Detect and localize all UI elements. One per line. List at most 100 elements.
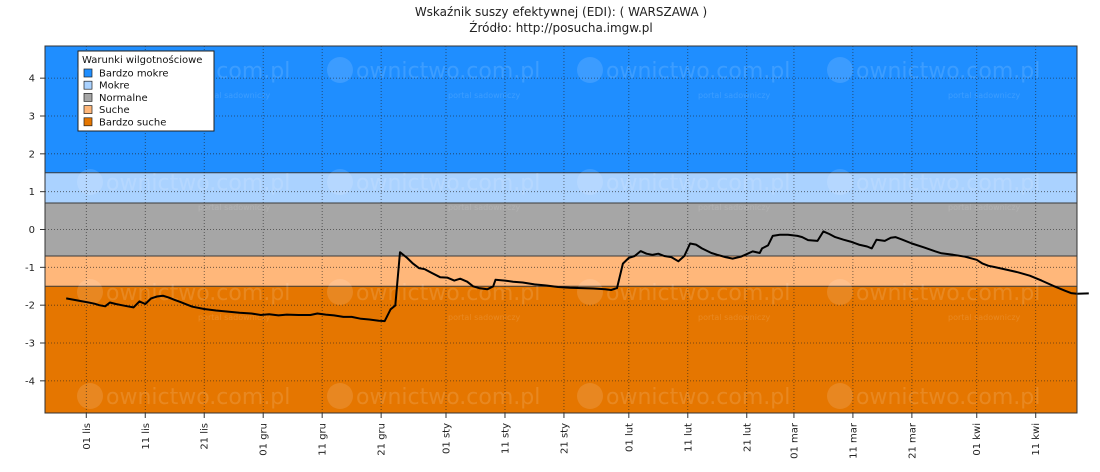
- watermark-tile: ownictwo.com.pl portal sadowniczy: [577, 279, 790, 322]
- watermark-text: ownictwo.com.pl: [856, 281, 1040, 306]
- watermark-subtext: portal sadowniczy: [198, 313, 271, 322]
- legend-label: Bardzo suche: [99, 117, 166, 128]
- watermark-apple-icon: [827, 279, 853, 305]
- legend: Warunki wilgotnościowe Bardzo mokreMokre…: [77, 50, 215, 132]
- watermark-text: ownictwo.com.pl: [606, 281, 790, 306]
- x-tick-label: 21 mar: [907, 422, 918, 459]
- watermark-text: ownictwo.com.pl: [606, 59, 790, 84]
- watermark-apple-icon: [327, 57, 353, 83]
- watermark-apple-icon: [327, 383, 353, 409]
- x-tick-label: 11 mar: [848, 422, 859, 459]
- x-tick-label: 21 gru: [377, 423, 388, 456]
- watermark-text: ownictwo.com.pl: [606, 171, 790, 196]
- watermark-subtext: portal sadowniczy: [198, 203, 271, 212]
- watermark-apple-icon: [827, 383, 853, 409]
- watermark-text: ownictwo.com.pl: [606, 385, 790, 410]
- y-tick-label: -4: [25, 376, 35, 387]
- watermark-tile: ownictwo.com.pl portal sadowniczy: [577, 383, 790, 426]
- legend-label: Suche: [99, 105, 130, 116]
- grid: [45, 46, 1077, 413]
- series-layer: [66, 230, 1089, 323]
- watermark-text: ownictwo.com.pl: [356, 385, 540, 410]
- watermark-subtext: portal sadowniczy: [948, 417, 1021, 426]
- watermark-apple-icon: [827, 57, 853, 83]
- watermark-subtext: portal sadowniczy: [198, 91, 271, 100]
- watermark-tile: ownictwo.com.pl portal sadowniczy: [577, 57, 790, 100]
- y-tick-label: -3: [25, 339, 35, 350]
- watermark-tile: ownictwo.com.pl portal sadowniczy: [327, 383, 540, 426]
- chart-title: Wskaźnik suszy efektywnej (EDI): ( WARSZ…: [415, 5, 707, 19]
- x-tick-label: 21 sty: [559, 423, 570, 454]
- x-tick-label: 01 sty: [442, 423, 453, 454]
- watermark-apple-icon: [577, 383, 603, 409]
- legend-box: [77, 50, 215, 132]
- watermark-text: ownictwo.com.pl: [356, 59, 540, 84]
- x-tick-label: 11 kwi: [1031, 423, 1042, 456]
- legend-swatch: [83, 93, 93, 102]
- y-tick-label: 0: [29, 225, 35, 236]
- watermark-apple-icon: [77, 279, 103, 305]
- watermark-subtext: portal sadowniczy: [448, 91, 521, 100]
- series-line-0: [66, 230, 1089, 323]
- watermark-text: ownictwo.com.pl: [106, 385, 290, 410]
- legend-label: Normalne: [99, 93, 148, 104]
- watermark-tile: ownictwo.com.pl portal sadowniczy: [827, 279, 1040, 322]
- watermark-text: ownictwo.com.pl: [856, 385, 1040, 410]
- watermark-apple-icon: [327, 279, 353, 305]
- legend-label: Bardzo mokre: [99, 69, 169, 80]
- y-tick-label: 4: [29, 74, 35, 85]
- watermark-tile: ownictwo.com.pl portal sadowniczy: [827, 383, 1040, 426]
- watermark-apple-icon: [577, 169, 603, 195]
- watermark-subtext: portal sadowniczy: [448, 313, 521, 322]
- watermark-subtext: portal sadowniczy: [698, 417, 771, 426]
- legend-title: Warunki wilgotnościowe: [82, 54, 202, 66]
- watermark-text: ownictwo.com.pl: [856, 59, 1040, 84]
- watermark-subtext: portal sadowniczy: [948, 203, 1021, 212]
- watermark-apple-icon: [77, 383, 103, 409]
- watermark-tile: ownictwo.com.pl portal sadowniczy: [827, 57, 1040, 100]
- watermark-text: ownictwo.com.pl: [856, 171, 1040, 196]
- x-axis: 01 lis 11 lis 21 lis 01 gru 11 gru 21 gru 01 s…: [82, 413, 1042, 459]
- watermark-tile: ownictwo.com.pl portal sadowniczy: [327, 279, 540, 322]
- watermark-apple-icon: [327, 169, 353, 195]
- y-tick-label: 3: [29, 111, 35, 122]
- y-tick-label: -1: [25, 263, 35, 274]
- legend-swatch: [83, 117, 93, 127]
- moisture-bands: [45, 46, 1077, 413]
- watermark-tile: ownictwo.com.pl portal sadowniczy: [77, 383, 290, 426]
- watermark-subtext: portal sadowniczy: [698, 203, 771, 212]
- watermark-apple-icon: [577, 57, 603, 83]
- band-4: [45, 286, 1077, 413]
- x-tick-label: 01 gru: [259, 423, 270, 456]
- x-tick-label: 01 kwi: [972, 423, 983, 456]
- watermark-text: ownictwo.com.pl: [356, 171, 540, 196]
- watermark-tile: ownictwo.com.pl portal sadowniczy: [327, 57, 540, 100]
- watermark-subtext: portal sadowniczy: [948, 313, 1021, 322]
- watermark-tile: ownictwo.com.pl portal sadowniczy: [77, 279, 290, 322]
- band-3: [45, 255, 1077, 287]
- watermark-subtext: portal sadowniczy: [198, 417, 271, 426]
- x-tick-label: 11 sty: [500, 423, 511, 454]
- chart-subtitle: Źródło: http://posucha.imgw.pl: [469, 20, 653, 35]
- watermark-tile: ownictwo.com.pl portal sadowniczy: [327, 169, 540, 212]
- x-tick-label: 11 lut: [683, 423, 694, 452]
- watermark-text: ownictwo.com.pl: [106, 171, 290, 196]
- band-1: [45, 172, 1077, 204]
- watermark-subtext: portal sadowniczy: [948, 91, 1021, 100]
- x-tick-label: 01 lis: [82, 423, 93, 450]
- y-axis: -4 -3 -2 -1 0 1 2 3 4: [25, 74, 45, 387]
- x-tick-label: 01 mar: [789, 422, 800, 459]
- y-tick-label: 2: [29, 149, 35, 160]
- y-tick-label: -2: [25, 301, 35, 312]
- x-tick-label: 11 gru: [318, 423, 329, 456]
- watermark-text: ownictwo.com.pl: [106, 281, 290, 306]
- watermark-subtext: portal sadowniczy: [698, 313, 771, 322]
- legend-swatch: [83, 105, 93, 114]
- x-tick-label: 21 lis: [200, 423, 211, 450]
- legend-swatch: [83, 68, 93, 78]
- band-0: [45, 46, 1077, 173]
- watermark-subtext: portal sadowniczy: [448, 417, 521, 426]
- watermark-subtext: portal sadowniczy: [698, 91, 771, 100]
- y-tick-label: 1: [29, 187, 35, 198]
